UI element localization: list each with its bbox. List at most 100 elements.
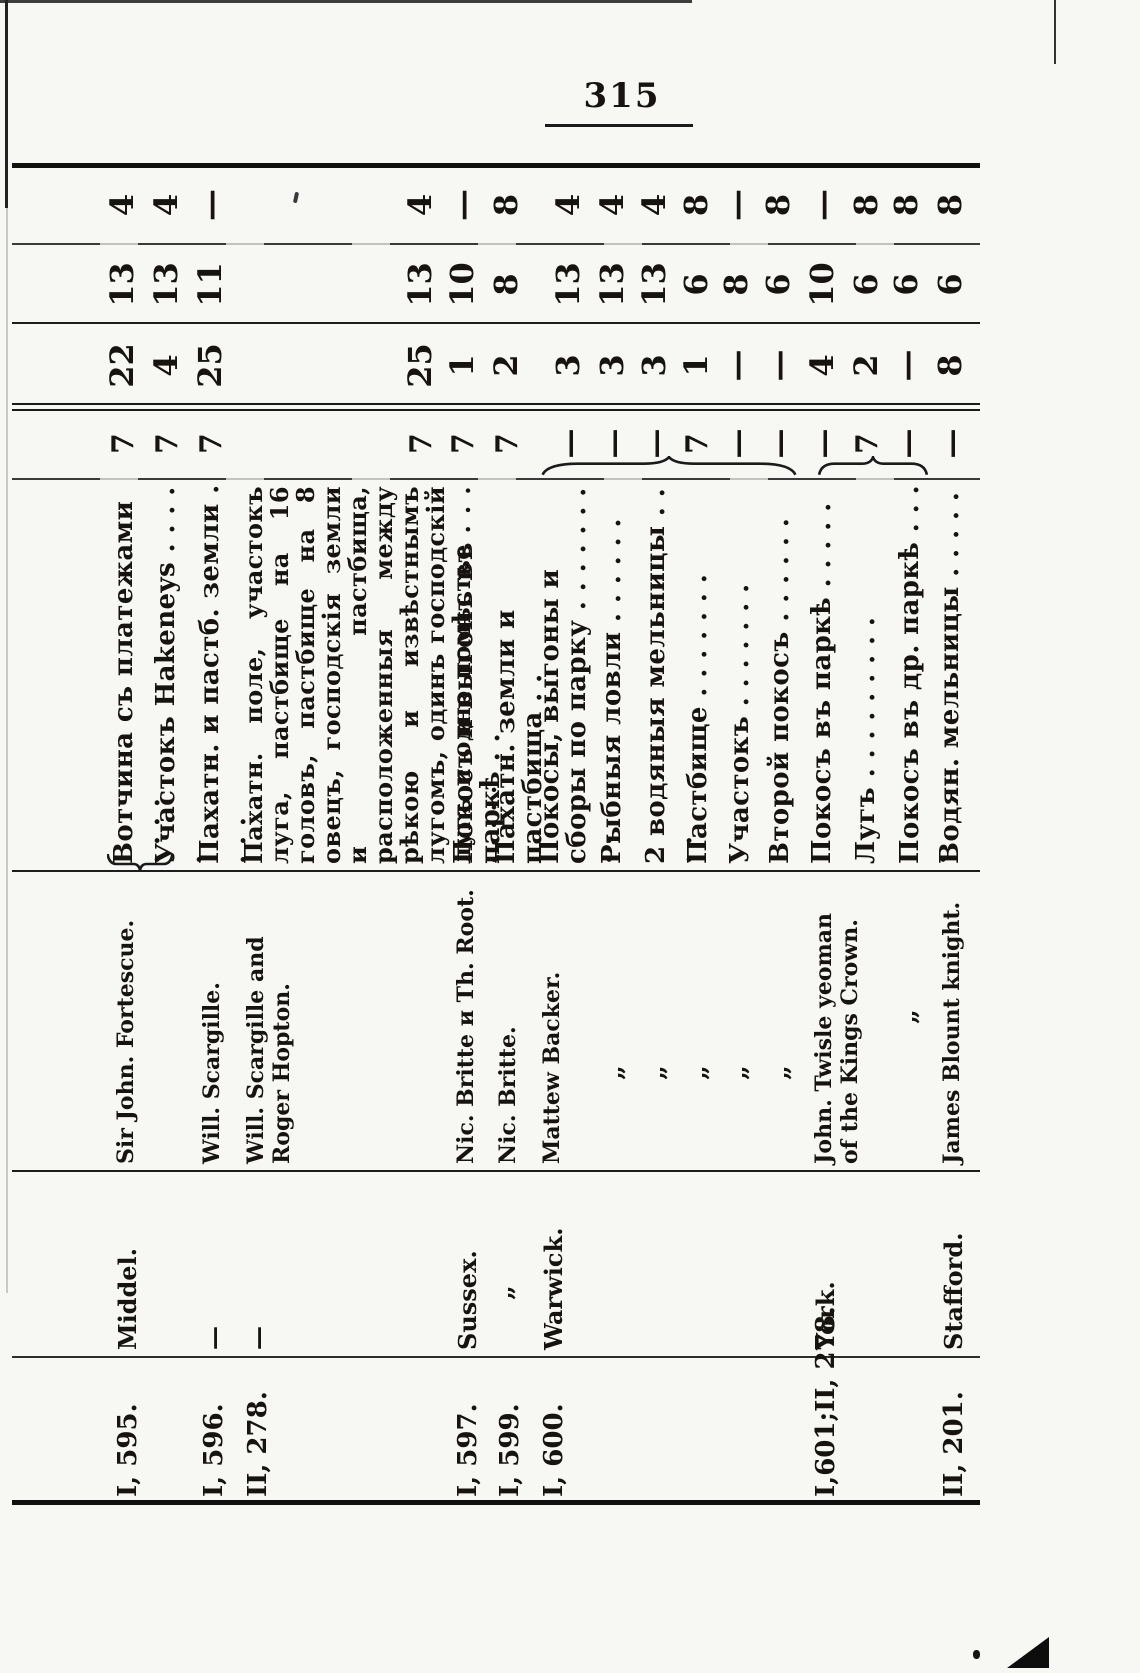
- reference-cell: I, 596.: [199, 1403, 229, 1497]
- pence-cell: 8: [677, 193, 715, 217]
- shillings-cell: 6: [847, 273, 885, 296]
- pence-cell: 4: [401, 193, 439, 217]
- county-cell: Stafford.: [939, 1232, 968, 1350]
- pounds-cell: 8: [931, 354, 969, 377]
- scan-artifact-top-edge: [0, 0, 692, 3]
- shillings-cell: 13: [103, 262, 141, 307]
- shillings-cell: 13: [549, 262, 587, 307]
- reference-cell: II, 201.: [939, 1391, 969, 1497]
- description-cell: Второй покосъ . . . . . .: [765, 517, 795, 864]
- pounds-cell: 3: [549, 354, 587, 377]
- shillings-cell: 11: [191, 262, 229, 307]
- lessee-name-cell: „: [641, 1065, 671, 1080]
- pounds-cell: 2: [847, 354, 885, 377]
- description-cell: Пахатн. и пастб. земли . . . .: [195, 484, 252, 864]
- pounds-cell: 1: [443, 354, 481, 377]
- pence-cell: —: [443, 189, 481, 221]
- term-years-cell: 7: [446, 433, 481, 454]
- reference-cell: [637, 1358, 679, 1505]
- county-cell: Sussex.: [453, 1250, 482, 1350]
- shillings-cell: 13: [635, 262, 673, 307]
- pence-cell: —: [803, 189, 841, 221]
- lessee-name-cell: „: [765, 1065, 795, 1080]
- shillings-cell: 6: [759, 273, 797, 296]
- pence-cell: 4: [103, 193, 141, 217]
- pounds-cell: 25: [191, 343, 229, 388]
- description-cell: Пастбище . . . . . . .: [683, 573, 713, 864]
- scan-artifact-left-edge: [5, 0, 8, 208]
- shillings-cell: 10: [443, 262, 481, 307]
- lease-table: I, 595. Middel. Sir John. Fortescue. Вот…: [12, 163, 980, 1505]
- term-years-cell: 7: [194, 433, 229, 454]
- lessee-name-cell: „: [893, 1009, 923, 1024]
- description-cell: Пахатн. поле, участокъ луга, пастбище на…: [239, 486, 502, 864]
- scan-artifact-left-edge-faint: [6, 208, 8, 1293]
- lessee-name-cell: Will. Scargille.: [199, 982, 225, 1164]
- shillings-cell: 6: [677, 273, 715, 296]
- term-years-cell: —: [720, 428, 755, 459]
- county-cell: [891, 1172, 931, 1358]
- grouping-brace-rows-13-15: [818, 456, 928, 478]
- term-years-cell: 7: [490, 433, 525, 454]
- page-number-underline: [545, 124, 693, 127]
- reference-cell: [593, 1358, 637, 1505]
- grouping-brace-rows-1-2: [107, 851, 173, 871]
- description-cell: Водян. мельницы . . . . .: [935, 491, 965, 864]
- description-cell: Участокъ . . . . . . .: [725, 583, 755, 864]
- reference-cell: [847, 1358, 891, 1505]
- term-years-cell: —: [934, 428, 969, 459]
- county-cell: —: [243, 1326, 272, 1350]
- description-cell: Пахатн. земли и пастбища . .: [491, 609, 548, 864]
- lessee-name-cell: Sir John. Fortescue.: [113, 919, 139, 1164]
- pounds-cell: 4: [147, 354, 185, 377]
- scan-artifact-corner-dot: [973, 1650, 980, 1659]
- shillings-cell: 8: [487, 273, 525, 296]
- shillings-cell: 13: [401, 262, 439, 307]
- description-cell: Рыбныя ловли . . . . . .: [597, 518, 627, 864]
- lessee-name-cell: „: [683, 1065, 713, 1080]
- lessee-name-cell: Will. Scargille and Roger Hopton.: [243, 936, 295, 1164]
- county-cell: [847, 1172, 891, 1358]
- lessee-name-cell: „: [599, 1065, 629, 1080]
- county-cell: [147, 1172, 191, 1358]
- reference-cell: I, 597.: [453, 1403, 483, 1497]
- term-years-cell: 7: [106, 433, 141, 454]
- term-years-cell: —: [596, 428, 631, 459]
- reference-cell: I, 599.: [495, 1403, 525, 1497]
- term-years-cell: 7: [404, 433, 439, 454]
- description-cell: Лугъ . . . . . . . . .: [851, 616, 881, 864]
- reference-cell: I,601;II, 278.: [811, 1306, 841, 1497]
- pounds-cell: —: [887, 349, 925, 382]
- county-cell: [679, 1172, 721, 1358]
- county-cell: „: [489, 1285, 519, 1300]
- term-years-cell: —: [638, 428, 673, 459]
- rotated-table: I, 595. Middel. Sir John. Fortescue. Вот…: [12, 163, 980, 1505]
- page-number: 315: [583, 76, 661, 116]
- term-years-cell: 7: [150, 433, 185, 454]
- lessee-name-cell: [147, 872, 191, 1172]
- grouping-brace-rows-7-12: [540, 456, 798, 478]
- description-cell: Участокъ Hakeneys . . . . .: [151, 486, 208, 864]
- reference-cell: I, 600.: [539, 1403, 569, 1497]
- term-years-cell: —: [806, 428, 841, 459]
- lessee-name-cell: „: [723, 1065, 753, 1080]
- county-cell: [761, 1172, 803, 1358]
- shillings-cell: 6: [931, 273, 969, 296]
- pounds-cell: 1: [677, 354, 715, 377]
- county-cell: —: [199, 1326, 228, 1350]
- lessee-name-cell: Mattew Backer.: [539, 971, 565, 1164]
- description-cell: 2 водяныя мельницы . . . .: [641, 487, 698, 864]
- pence-cell: 4: [593, 193, 631, 217]
- pounds-cell: 3: [635, 354, 673, 377]
- pence-cell: —: [191, 189, 229, 221]
- term-years-cell: —: [552, 428, 587, 459]
- reference-cell: [147, 1358, 191, 1505]
- pence-cell: 8: [887, 193, 925, 217]
- shillings-cell: 6: [887, 273, 925, 296]
- term-years-cell: —: [762, 428, 797, 459]
- shillings-cell: 13: [593, 262, 631, 307]
- county-cell: [721, 1172, 761, 1358]
- reference-cell: [721, 1358, 761, 1505]
- pence-cell: 8: [487, 193, 525, 217]
